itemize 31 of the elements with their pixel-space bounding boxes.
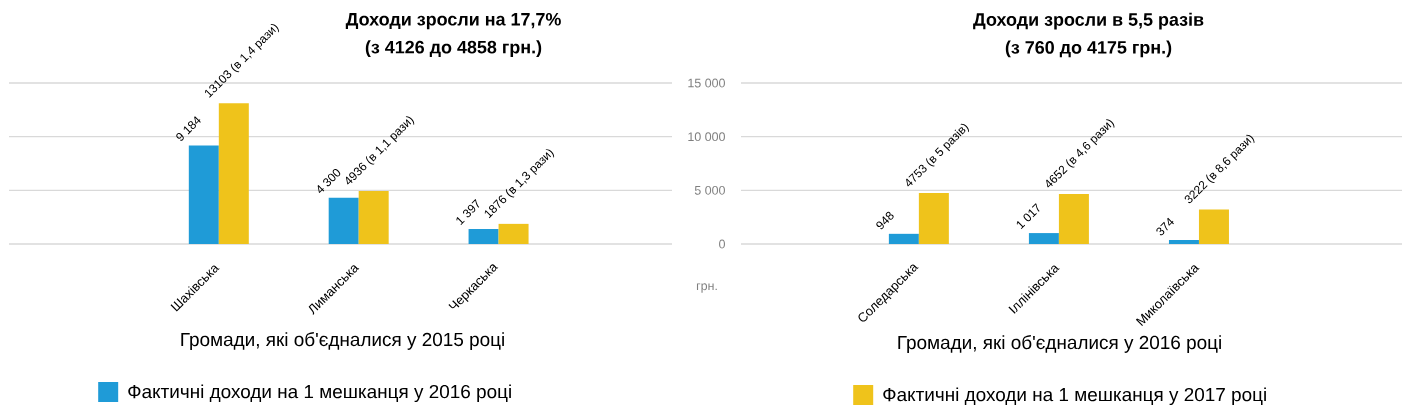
x-axis-title: Громади, які об'єдналися у 2016 році [898,335,1221,353]
bar [1028,233,1059,244]
y-tick-label: 10 000 [688,132,725,142]
bar [1058,194,1089,244]
chart-title: Доходи зросли в 5,5 разів [973,12,1204,30]
bar [218,103,249,244]
chart-title: Доходи зросли на 17,7% [345,12,561,30]
bar [1198,209,1229,244]
y-tick-label: 5 000 [694,185,725,195]
data-label: 4 300 [317,168,341,193]
bar [918,192,949,244]
data-label: 1 397 [456,199,480,225]
legend-label: Фактичні доходи на 1 мешканця у 2017 році [883,387,1266,406]
data-label: 9 184 [176,116,201,141]
chart-subtitle: (з 4126 до 4858 грн.) [365,40,542,58]
y-tick-label: 15 000 [688,78,725,88]
bar [188,145,219,244]
y-tick-label: 0 [719,239,725,249]
data-label: 948 [876,211,894,230]
bar [468,229,499,244]
bar [1168,239,1199,244]
bar [328,197,359,244]
chart-subtitle: (з 760 до 4175 грн.) [1005,40,1172,58]
y-axis-title: грн. [696,283,717,293]
x-axis-title: Громади, які об'єдналися у 2015 році [181,332,504,350]
legend-label: Фактичні доходи на 1 мешканця у 2016 році [128,384,511,403]
data-label: 1 017 [1016,203,1040,230]
bar [358,191,389,244]
bar [888,233,919,244]
bar [498,223,529,244]
data-label: 374 [1156,217,1174,236]
